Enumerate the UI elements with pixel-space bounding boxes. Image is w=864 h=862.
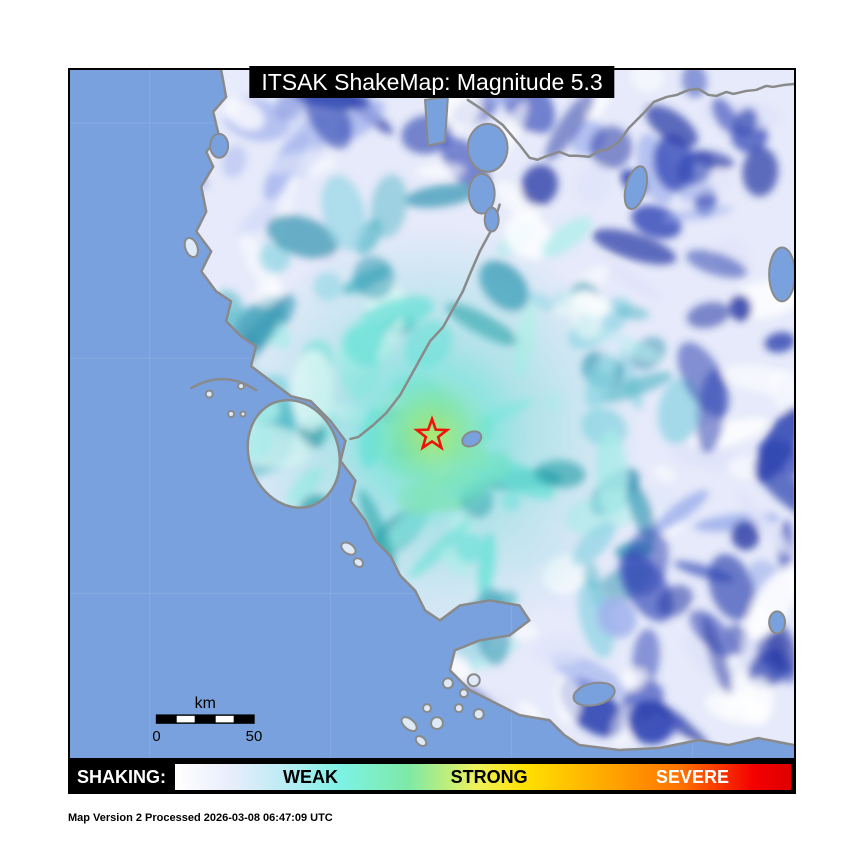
map-frame: km 0 50 bbox=[68, 68, 796, 760]
map-version-info: Map Version 2 Processed 2026-03-08 06:47… bbox=[68, 812, 333, 824]
legend-level-severe: SEVERE bbox=[655, 767, 729, 787]
epicenter-star-icon bbox=[413, 415, 451, 451]
island-arc bbox=[190, 377, 258, 392]
coastline bbox=[190, 70, 794, 752]
shaking-legend: SHAKING: WEAK STRONG SEVERE bbox=[68, 760, 796, 794]
scale-bar-unit: km bbox=[195, 695, 216, 712]
lakes bbox=[209, 95, 794, 707]
country-border bbox=[466, 82, 794, 161]
shaking-gradient-bar: WEAK STRONG SEVERE bbox=[174, 763, 792, 791]
scale-bar: km 0 50 bbox=[152, 695, 262, 745]
shakemap-canvas: km 0 50 bbox=[70, 70, 794, 758]
islands bbox=[183, 236, 485, 747]
scale-bar-max: 50 bbox=[246, 728, 263, 745]
scale-bar-min: 0 bbox=[152, 728, 160, 745]
legend-level-weak: WEAK bbox=[283, 767, 339, 787]
river-line bbox=[349, 203, 501, 441]
page-title: ITSAK ShakeMap: Magnitude 5.3 bbox=[249, 66, 615, 98]
legend-level-strong: STRONG bbox=[450, 767, 528, 787]
shaking-legend-label: SHAKING: bbox=[77, 767, 166, 787]
border-lines bbox=[349, 82, 794, 441]
